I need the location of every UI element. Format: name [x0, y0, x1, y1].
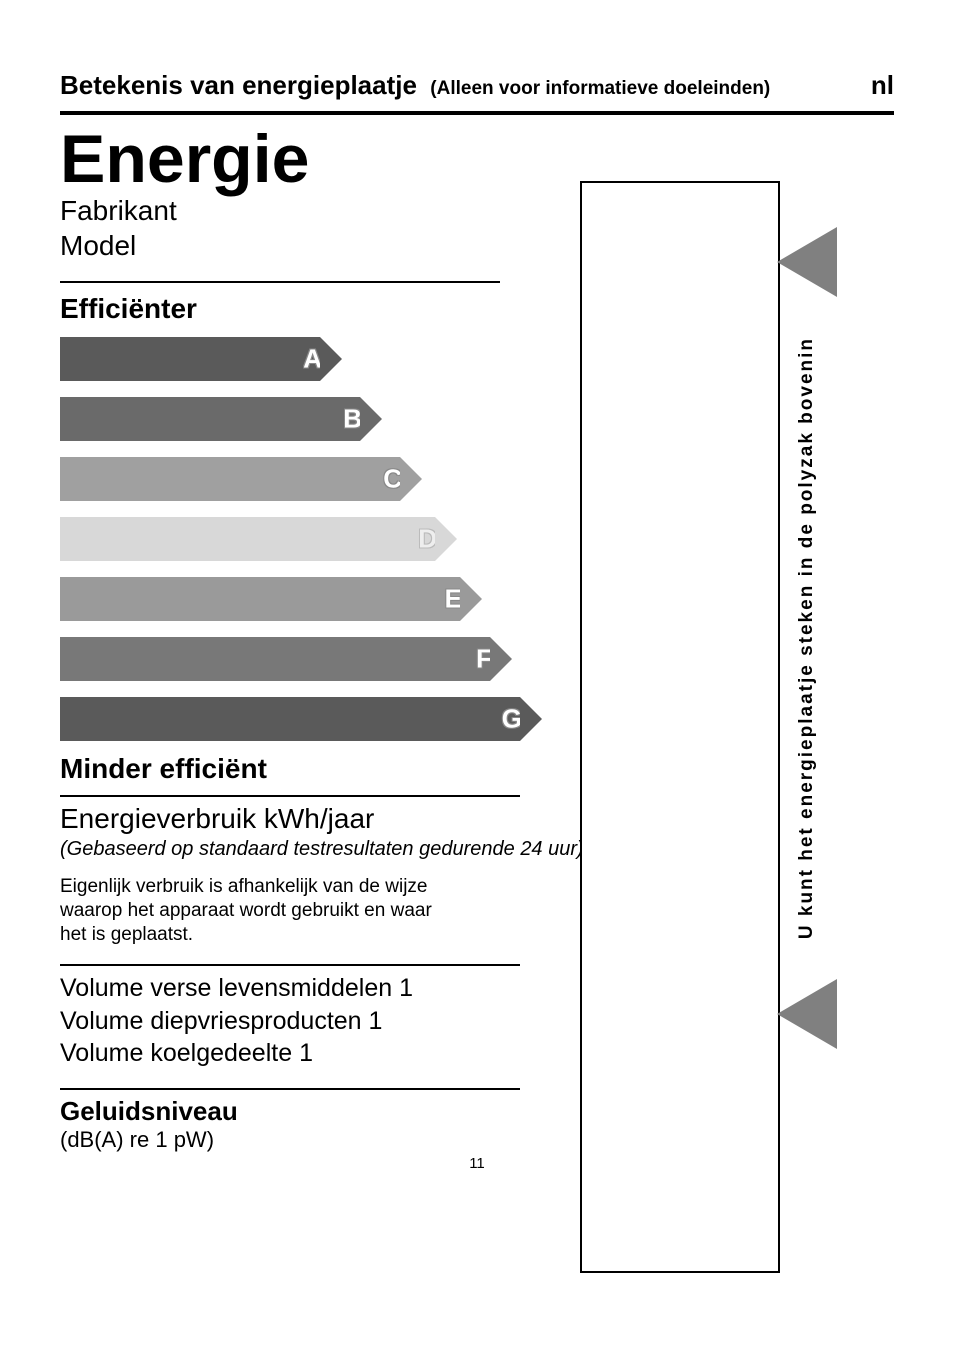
arrow-bar: A — [60, 337, 320, 381]
divider — [60, 1088, 520, 1090]
triangle-top-icon — [777, 227, 837, 297]
page: Betekenis van energieplaatje (Alleen voo… — [0, 0, 954, 1192]
arrow-letter: D — [418, 524, 437, 555]
arrow-row-e: E — [60, 577, 720, 621]
arrow-bar: F — [60, 637, 490, 681]
triangle-bottom-icon — [777, 979, 837, 1049]
arrow-row-a: A — [60, 337, 720, 381]
arrow-letter: G — [502, 704, 522, 735]
arrow-bar: E — [60, 577, 460, 621]
page-header: Betekenis van energieplaatje (Alleen voo… — [60, 70, 894, 115]
header-title: Betekenis van energieplaatje — [60, 70, 417, 100]
arrow-bar: C — [60, 457, 400, 501]
energy-label-column: Energie Fabrikant Model Efficiënter A B — [60, 123, 720, 1153]
arrow-row-b: B — [60, 397, 720, 441]
arrow-row-c: C — [60, 457, 720, 501]
header-title-group: Betekenis van energieplaatje (Alleen voo… — [60, 70, 770, 101]
arrow-letter: C — [383, 464, 402, 495]
efficiency-arrows: A B C D — [60, 337, 720, 741]
arrow-row-d: D — [60, 517, 720, 561]
arrow-letter: F — [476, 644, 492, 675]
header-subtitle: (Alleen voor informatieve doeleinden) — [430, 78, 770, 99]
arrow-bar: G — [60, 697, 520, 741]
arrow-bar: D — [60, 517, 435, 561]
language-code: nl — [871, 70, 894, 101]
divider — [60, 964, 520, 966]
side-note-text: U kunt het energieplaatje steken in de p… — [796, 337, 818, 939]
divider — [60, 795, 520, 797]
arrow-letter: B — [343, 404, 362, 435]
arrow-row-f: F — [60, 637, 720, 681]
side-note-column: U kunt het energieplaatje steken in de p… — [720, 123, 894, 1153]
arrow-bar: B — [60, 397, 360, 441]
divider — [60, 281, 500, 283]
arrow-letter: A — [303, 344, 322, 375]
arrow-letter: E — [445, 584, 462, 615]
consumption-body-note: Eigenlijk verbruik is afhankelijk van de… — [60, 875, 460, 946]
arrow-row-g: G — [60, 697, 720, 741]
content-area: Energie Fabrikant Model Efficiënter A B — [60, 123, 894, 1153]
